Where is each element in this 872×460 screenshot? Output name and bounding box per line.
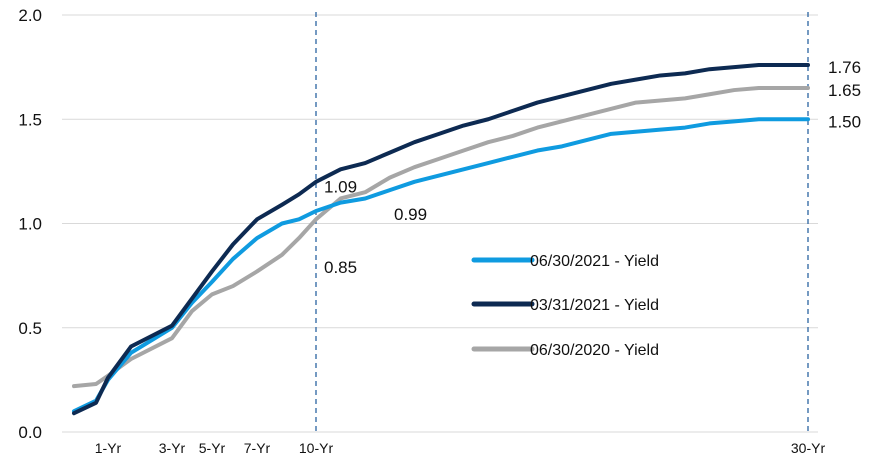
y-tick-label: 2.0 bbox=[18, 6, 42, 25]
data-label: 1.65 bbox=[828, 81, 861, 100]
x-tick-label: 7-Yr bbox=[244, 440, 271, 456]
series-line bbox=[72, 117, 810, 414]
series-line bbox=[72, 85, 810, 389]
x-tick-label: 3-Yr bbox=[159, 440, 186, 456]
legend-label: 06/30/2020 - Yield bbox=[530, 342, 659, 359]
x-tick-label: 30-Yr bbox=[791, 440, 826, 456]
x-tick-label: 1-Yr bbox=[95, 440, 122, 456]
x-tick-label: 5-Yr bbox=[199, 440, 226, 456]
data-label: 1.76 bbox=[828, 58, 861, 77]
x-tick-label: 10-Yr bbox=[299, 440, 334, 456]
data-label: 0.85 bbox=[324, 258, 357, 277]
legend-label: 03/31/2021 - Yield bbox=[530, 297, 659, 314]
data-label: 0.99 bbox=[394, 205, 427, 224]
y-tick-label: 0.0 bbox=[18, 423, 42, 442]
legend-label: 06/30/2021 - Yield bbox=[530, 253, 659, 270]
y-tick-label: 1.0 bbox=[18, 215, 42, 234]
y-tick-label: 0.5 bbox=[18, 319, 42, 338]
data-label: 1.09 bbox=[324, 178, 357, 197]
y-tick-label: 1.5 bbox=[18, 110, 42, 129]
data-label: 1.50 bbox=[828, 112, 861, 131]
series-line bbox=[72, 63, 810, 416]
